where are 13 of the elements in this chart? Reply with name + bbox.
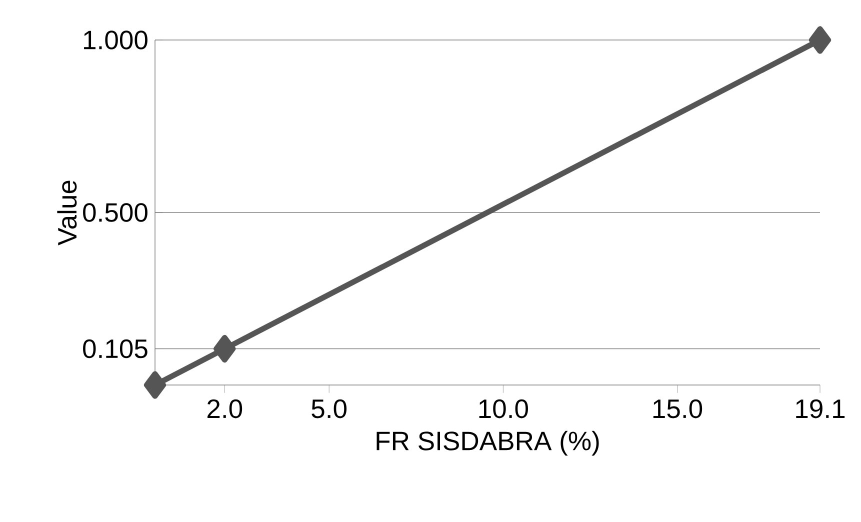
point bbox=[808, 26, 832, 54]
point bbox=[214, 334, 236, 363]
point bbox=[144, 371, 166, 399]
y-axis-title: Value bbox=[57, 180, 77, 246]
x-tick-label: 19.1 bbox=[796, 399, 845, 418]
x-tick-label: 2.0 bbox=[208, 399, 242, 418]
x-tick-label: 10.0 bbox=[479, 399, 528, 418]
y-tick-label: 0.105 bbox=[83, 339, 148, 358]
y-tick-label: 0.500 bbox=[83, 203, 148, 222]
x-tick-label: 15.0 bbox=[653, 399, 702, 418]
x-tick-label: 5.0 bbox=[312, 399, 347, 418]
x-axis-title: FR SISDABRA (%) bbox=[376, 430, 599, 456]
y-tick-label: 1.000 bbox=[84, 30, 148, 50]
